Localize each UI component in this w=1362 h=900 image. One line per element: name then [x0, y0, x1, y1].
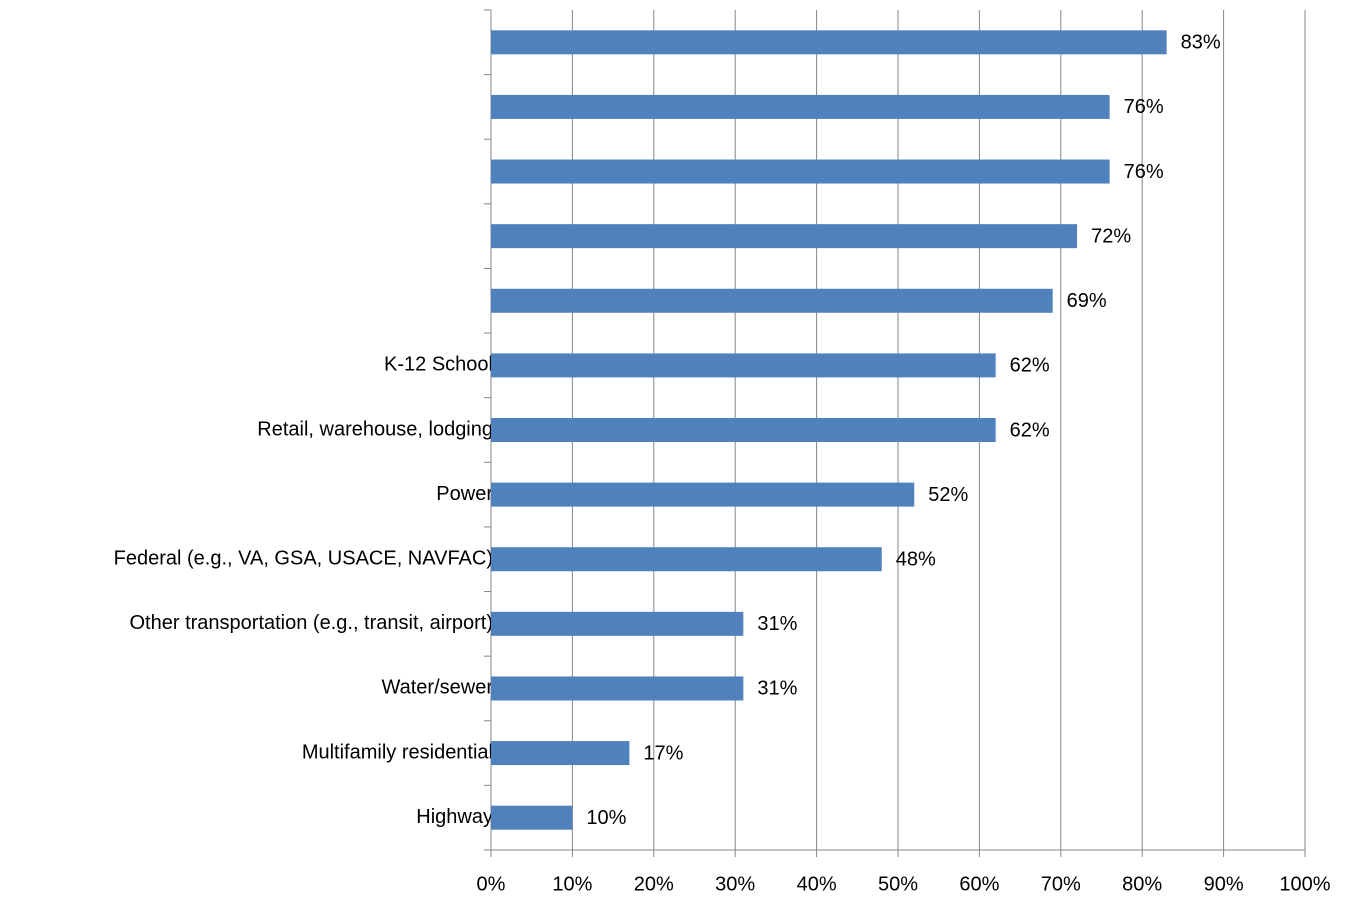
bar	[491, 30, 1167, 55]
bar	[491, 94, 1110, 119]
y-tick-label: Federal (e.g., VA, GSA, USACE, NAVFAC)	[114, 548, 493, 570]
bar	[491, 418, 996, 442]
data-label: 17%	[643, 742, 683, 764]
data-label: 62%	[1010, 419, 1050, 441]
bar	[491, 805, 573, 830]
x-tick-label: 100%	[1279, 873, 1330, 895]
x-tick-label: 80%	[1122, 873, 1162, 895]
data-label: 83%	[1181, 32, 1221, 54]
bar	[491, 482, 915, 507]
y-tick-label: K-12 School	[384, 354, 493, 376]
bar	[491, 547, 882, 572]
x-tick-label: 20%	[634, 873, 674, 895]
data-label: 72%	[1091, 225, 1131, 247]
x-tick-label: 40%	[797, 873, 837, 895]
x-tick-label: 0%	[477, 873, 506, 895]
bar	[491, 159, 1110, 184]
x-tick-label: 60%	[959, 873, 999, 895]
y-tick-label: Power	[436, 483, 493, 505]
x-tick-label: 10%	[552, 873, 592, 895]
data-label: 69%	[1067, 290, 1107, 312]
data-label: 76%	[1124, 161, 1164, 183]
x-tick-label: 30%	[715, 873, 755, 895]
y-tick-label: Other transportation (e.g., transit, air…	[130, 612, 494, 634]
x-tick-label: 90%	[1204, 873, 1244, 895]
data-label: 31%	[757, 678, 797, 700]
data-label: 10%	[586, 807, 626, 829]
y-tick-label: Multifamily residential	[302, 741, 493, 763]
data-label: 48%	[896, 549, 936, 571]
bar	[491, 676, 744, 701]
bar	[491, 353, 996, 378]
x-tick-label: 70%	[1041, 873, 1081, 895]
data-label: 62%	[1010, 355, 1050, 377]
data-label: 76%	[1124, 96, 1164, 118]
y-tick-label: Highway	[416, 806, 493, 828]
y-tick-label: Water/sewer	[381, 677, 493, 699]
data-label: 52%	[928, 484, 968, 506]
y-tick-label: Retail, warehouse, lodging	[257, 418, 493, 440]
bar	[491, 611, 744, 636]
bar	[491, 224, 1078, 249]
data-label: 31%	[757, 613, 797, 635]
bar	[491, 288, 1053, 313]
bar	[491, 741, 630, 766]
x-tick-label: 50%	[878, 873, 918, 895]
